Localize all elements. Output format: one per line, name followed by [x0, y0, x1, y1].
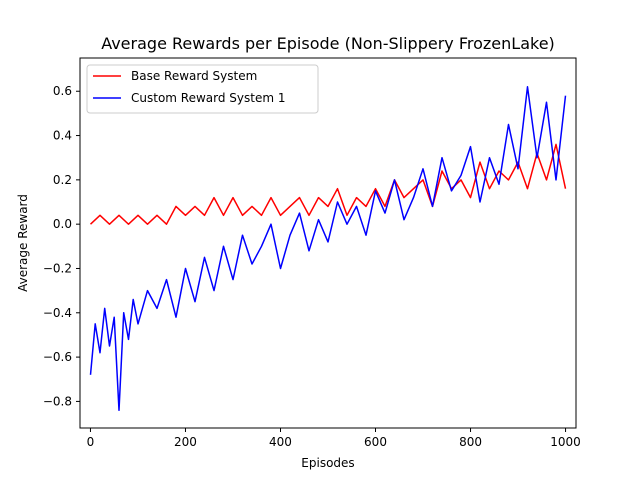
- y-axis-label: Average Reward: [16, 194, 30, 292]
- y-tick-label: 0.4: [53, 129, 72, 143]
- y-tick-label: 0.6: [53, 84, 72, 98]
- x-tick-label: 200: [174, 435, 197, 449]
- chart-title: Average Rewards per Episode (Non-Slipper…: [101, 34, 555, 53]
- x-tick-label: 800: [459, 435, 482, 449]
- y-tick-label: −0.4: [43, 306, 72, 320]
- x-axis-label: Episodes: [301, 456, 354, 470]
- y-tick-label: −0.8: [43, 394, 72, 408]
- series-line-0: [89, 143, 567, 225]
- x-axis-ticks: 0 200 400 600 800 1000: [87, 428, 581, 449]
- plot-frame: [79, 57, 577, 429]
- y-tick-label: −0.2: [43, 261, 72, 275]
- y-tick-label: 0.2: [53, 173, 72, 187]
- legend: Base Reward System Custom Reward System …: [86, 64, 319, 114]
- series-line-1: [89, 86, 567, 412]
- x-tick-label: 0: [87, 435, 95, 449]
- legend-box: [86, 64, 319, 114]
- x-tick-label: 600: [364, 435, 387, 449]
- legend-label-base-reward: Base Reward System: [131, 69, 257, 83]
- legend-label-custom-reward: Custom Reward System 1: [131, 91, 286, 105]
- plot-lines: [89, 86, 567, 412]
- y-tick-label: −0.6: [43, 350, 72, 364]
- y-axis-ticks: −0.8 −0.6 −0.4 −0.2 0.0 0.2 0.4 0.6: [43, 84, 80, 408]
- x-tick-label: 1000: [550, 435, 581, 449]
- x-tick-label: 400: [269, 435, 292, 449]
- y-tick-label: 0.0: [53, 217, 72, 231]
